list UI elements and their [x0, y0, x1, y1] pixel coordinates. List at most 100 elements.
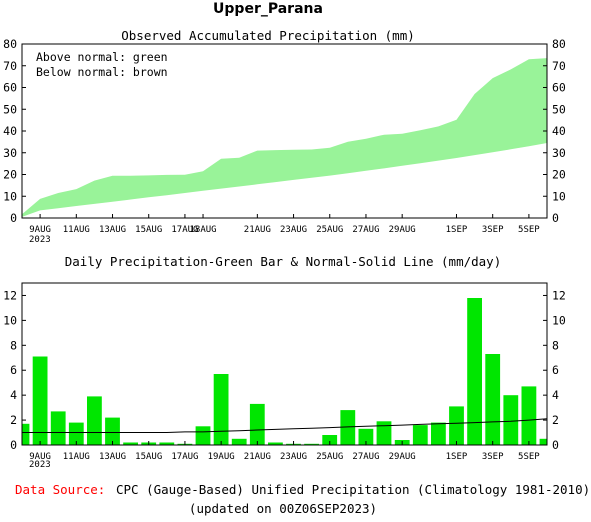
daily-precip-bar [304, 443, 319, 445]
daily-xtick-label: 23AUG [280, 452, 307, 462]
daily-ytick-left-label: 12 [3, 288, 17, 302]
accum-ytick-right-label: 50 [552, 102, 566, 116]
accum-year-label: 2023 [29, 235, 51, 245]
accum-ytick-left-label: 30 [3, 146, 17, 160]
daily-axes: 0 0 2 2 4 4 6 6 8 8 10 10 12 12 9AUG 11AUG 13AUG 15AUG 17A… [3, 282, 566, 462]
accum-xtick-label: 17AUG [171, 225, 198, 235]
accum-xtick-label: 15AUG [135, 225, 162, 235]
daily-precip-bar [123, 442, 138, 445]
daily-precip-bar [322, 435, 338, 445]
accum-xtick-label: 9AUG [29, 225, 51, 235]
accum-ytick-left-label: 50 [3, 102, 17, 116]
accum-xtick-label: 5SEP [518, 225, 540, 235]
accum-chart-title: Observed Accumulated Precipitation (mm) [121, 28, 415, 43]
daily-xtick-label: 29AUG [389, 452, 416, 462]
accum-xtick-label: 27AUG [352, 225, 379, 235]
accum-xtick-label: 1SEP [446, 225, 468, 235]
accum-ytick-left-label: 0 [10, 211, 17, 225]
daily-ytick-left-label: 6 [10, 363, 17, 377]
daily-precip-bar [412, 425, 428, 445]
daily-xtick-label: 5SEP [518, 452, 540, 462]
accum-legend-below: Below normal: brown [36, 65, 168, 79]
daily-xtick-label: 27AUG [352, 452, 379, 462]
accum-ytick-left-label: 20 [3, 168, 17, 182]
accum-ytick-right-label: 70 [552, 59, 566, 73]
daily-precip-bar [431, 422, 446, 445]
accum-ytick-left-label: 10 [3, 189, 17, 203]
accum-ytick-left-label: 60 [3, 81, 17, 95]
accum-area-layer [22, 58, 547, 217]
accum-ytick-right-label: 20 [552, 168, 566, 182]
daily-ytick-right-label: 8 [552, 338, 559, 352]
daily-ytick-right-label: 0 [552, 438, 559, 452]
page-title: Upper_Parana [213, 1, 323, 17]
daily-precip-bar [503, 395, 519, 445]
daily-xtick-label: 1SEP [446, 452, 468, 462]
daily-xtick-label: 9AUG [29, 452, 51, 462]
daily-ytick-right-label: 2 [552, 413, 559, 427]
daily-precip-bar [467, 298, 482, 445]
accum-legend-above: Above normal: green [36, 50, 168, 64]
daily-ytick-left-label: 0 [10, 438, 17, 452]
daily-normal-line-layer [22, 418, 548, 433]
accum-xtick-label: 23AUG [280, 225, 307, 235]
accum-xtick-label: 11AUG [63, 225, 90, 235]
daily-ytick-right-label: 4 [552, 388, 559, 402]
daily-xtick-label: 21AUG [244, 452, 271, 462]
daily-precip-bar [195, 426, 211, 445]
daily-precip-bar [22, 423, 30, 445]
daily-precip-bar [449, 406, 464, 445]
accum-xtick-label: 25AUG [316, 225, 343, 235]
daily-xtick-label: 19AUG [208, 452, 235, 462]
daily-precip-bar [213, 374, 229, 445]
daily-precip-bar [268, 442, 283, 445]
daily-year-label: 2023 [29, 460, 51, 470]
data-source-label: Data Source: [15, 482, 105, 497]
accum-ytick-right-label: 40 [552, 124, 566, 138]
daily-xtick-label: 3SEP [482, 452, 504, 462]
daily-xtick-label: 17AUG [171, 452, 198, 462]
daily-precip-bar [87, 396, 102, 445]
daily-ytick-right-label: 6 [552, 363, 559, 377]
daily-precip-bar [485, 354, 501, 445]
accum-ytick-right-label: 60 [552, 81, 566, 95]
daily-precip-bar [68, 422, 84, 445]
daily-xtick-label: 13AUG [99, 452, 126, 462]
daily-precip-bar [376, 421, 392, 445]
daily-precip-bar [32, 356, 48, 445]
daily-precip-bar [521, 386, 537, 445]
accum-ytick-left-label: 40 [3, 124, 17, 138]
accum-xtick-label: 21AUG [244, 225, 271, 235]
daily-chart-title: Daily Precipitation-Green Bar & Normal-S… [65, 254, 502, 269]
daily-plot-frame [21, 282, 548, 446]
accum-ytick-right-label: 0 [552, 211, 559, 225]
accum-ytick-left-label: 70 [3, 59, 17, 73]
daily-ytick-left-label: 10 [3, 313, 17, 327]
daily-ytick-left-label: 4 [10, 388, 17, 402]
daily-ytick-left-label: 2 [10, 413, 17, 427]
daily-precip-bar [249, 403, 265, 445]
daily-precip-bar [539, 438, 547, 445]
accum-ytick-right-label: 80 [552, 37, 566, 51]
accum-ytick-left-label: 80 [3, 37, 17, 51]
daily-normal-line [22, 418, 548, 433]
accum-xtick-label: 13AUG [99, 225, 126, 235]
daily-ytick-right-label: 10 [552, 313, 566, 327]
daily-xtick-label: 15AUG [135, 452, 162, 462]
updated-text: (updated on 00Z06SEP2023) [189, 501, 377, 516]
daily-bar-layer [22, 298, 547, 445]
data-source-text: CPC (Gauge-Based) Unified Precipitation … [116, 482, 590, 497]
daily-precip-bar [340, 410, 356, 445]
daily-precip-bar [159, 442, 175, 445]
daily-ytick-left-label: 8 [10, 338, 17, 352]
daily-xtick-label: 11AUG [63, 452, 90, 462]
accum-xtick-label: 18AUG [189, 225, 216, 235]
daily-precip-bar [231, 438, 247, 445]
daily-precip-bar [358, 428, 374, 445]
daily-xtick-label: 25AUG [316, 452, 343, 462]
accum-xtick-label: 3SEP [482, 225, 504, 235]
accum-ytick-right-label: 10 [552, 189, 566, 203]
daily-ytick-right-label: 12 [552, 288, 566, 302]
